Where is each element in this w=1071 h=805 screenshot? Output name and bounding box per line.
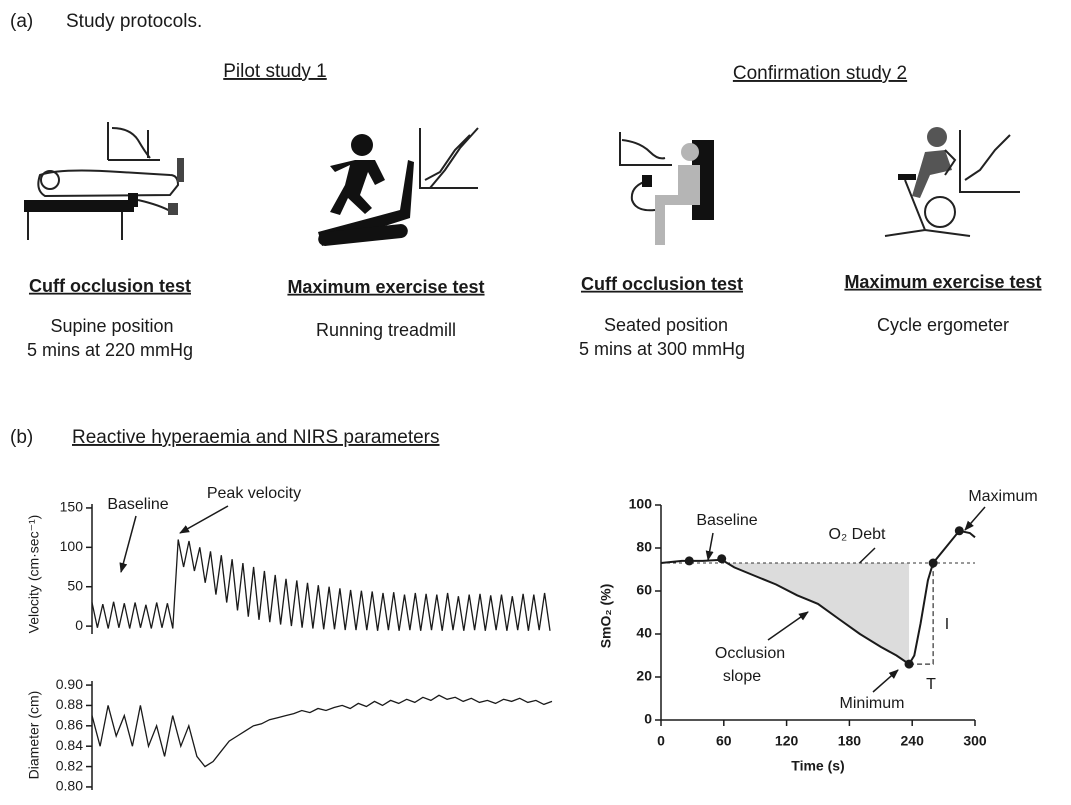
annotation: Baseline: [696, 512, 757, 529]
recovery-guides: [909, 563, 934, 665]
y-tick-label: 0: [644, 711, 652, 727]
trace: [91, 539, 551, 631]
annotation: Maximum: [968, 488, 1037, 505]
test-name: Maximum exercise test: [287, 277, 484, 297]
x-tick-label: 180: [838, 733, 862, 749]
y-tick-label: 100: [60, 538, 84, 554]
y-axis-label: Velocity (cm·sec⁻¹): [26, 515, 42, 634]
panel-title: Study protocols.: [66, 11, 202, 32]
y-tick-label: 40: [636, 625, 652, 641]
o2-debt-area: [721, 559, 910, 665]
key-point: [904, 659, 914, 669]
panel-label: (b): [10, 427, 33, 448]
test-detail: Cycle ergometer: [877, 315, 1009, 335]
y-tick-label: 0: [75, 617, 83, 633]
annotation: Baseline: [107, 496, 168, 513]
test-detail: Supine position: [50, 316, 173, 336]
trace: [91, 694, 553, 768]
annotation: I: [945, 616, 949, 633]
y-tick-label: 20: [636, 668, 652, 684]
illustration-cycle: [884, 127, 1020, 237]
panel-title: Reactive hyperaemia and NIRS parameters: [72, 427, 440, 448]
y-tick-label: 0.88: [56, 696, 83, 712]
x-tick-label: 300: [963, 733, 987, 749]
y-tick-label: 100: [629, 496, 653, 512]
y-tick-label: 0.80: [56, 778, 83, 794]
test-detail: Seated position: [604, 315, 728, 335]
annotation: Peak velocity: [207, 485, 301, 502]
test-detail: 5 mins at 220 mmHg: [27, 340, 193, 360]
test-name: Cuff occlusion test: [29, 276, 191, 296]
y-tick-label: 60: [636, 582, 652, 598]
key-point: [684, 556, 694, 566]
test-detail: Running treadmill: [316, 320, 456, 340]
y-tick-label: 50: [67, 577, 83, 593]
test-detail: 5 mins at 300 mmHg: [579, 339, 745, 359]
illustration-treadmill: [318, 127, 479, 246]
y-tick-label: 0.82: [56, 757, 83, 773]
x-tick-label: 240: [901, 733, 925, 749]
x-axis-label: Time (s): [791, 758, 844, 774]
key-point: [928, 558, 938, 568]
y-axis-label: Diameter (cm): [26, 691, 42, 780]
study-title: Confirmation study 2: [733, 63, 907, 84]
annotation: slope: [723, 668, 761, 685]
y-tick-label: 0.90: [56, 676, 83, 692]
annotation: Occlusion: [715, 645, 785, 662]
y-axis-label: SmO₂ (%): [598, 584, 614, 649]
y-tick-label: 0.86: [56, 717, 83, 733]
illustration-supine: [24, 122, 184, 240]
test-name: Cuff occlusion test: [581, 274, 743, 294]
panel-label: (a): [10, 11, 33, 32]
annotation: Minimum: [840, 695, 905, 712]
x-tick-label: 0: [657, 733, 665, 749]
y-tick-label: 150: [60, 499, 84, 515]
smo2-curve: [660, 529, 976, 666]
x-tick-label: 60: [716, 733, 732, 749]
key-point: [954, 526, 964, 536]
annotation: T: [926, 676, 936, 693]
illustration-seated: [619, 132, 714, 245]
y-tick-label: 80: [636, 539, 652, 555]
annotation: O₂ Debt: [829, 526, 886, 543]
test-name: Maximum exercise test: [844, 272, 1041, 292]
x-tick-label: 120: [775, 733, 799, 749]
study-title: Pilot study 1: [223, 61, 327, 82]
y-tick-label: 0.84: [56, 737, 83, 753]
key-point: [717, 554, 727, 564]
